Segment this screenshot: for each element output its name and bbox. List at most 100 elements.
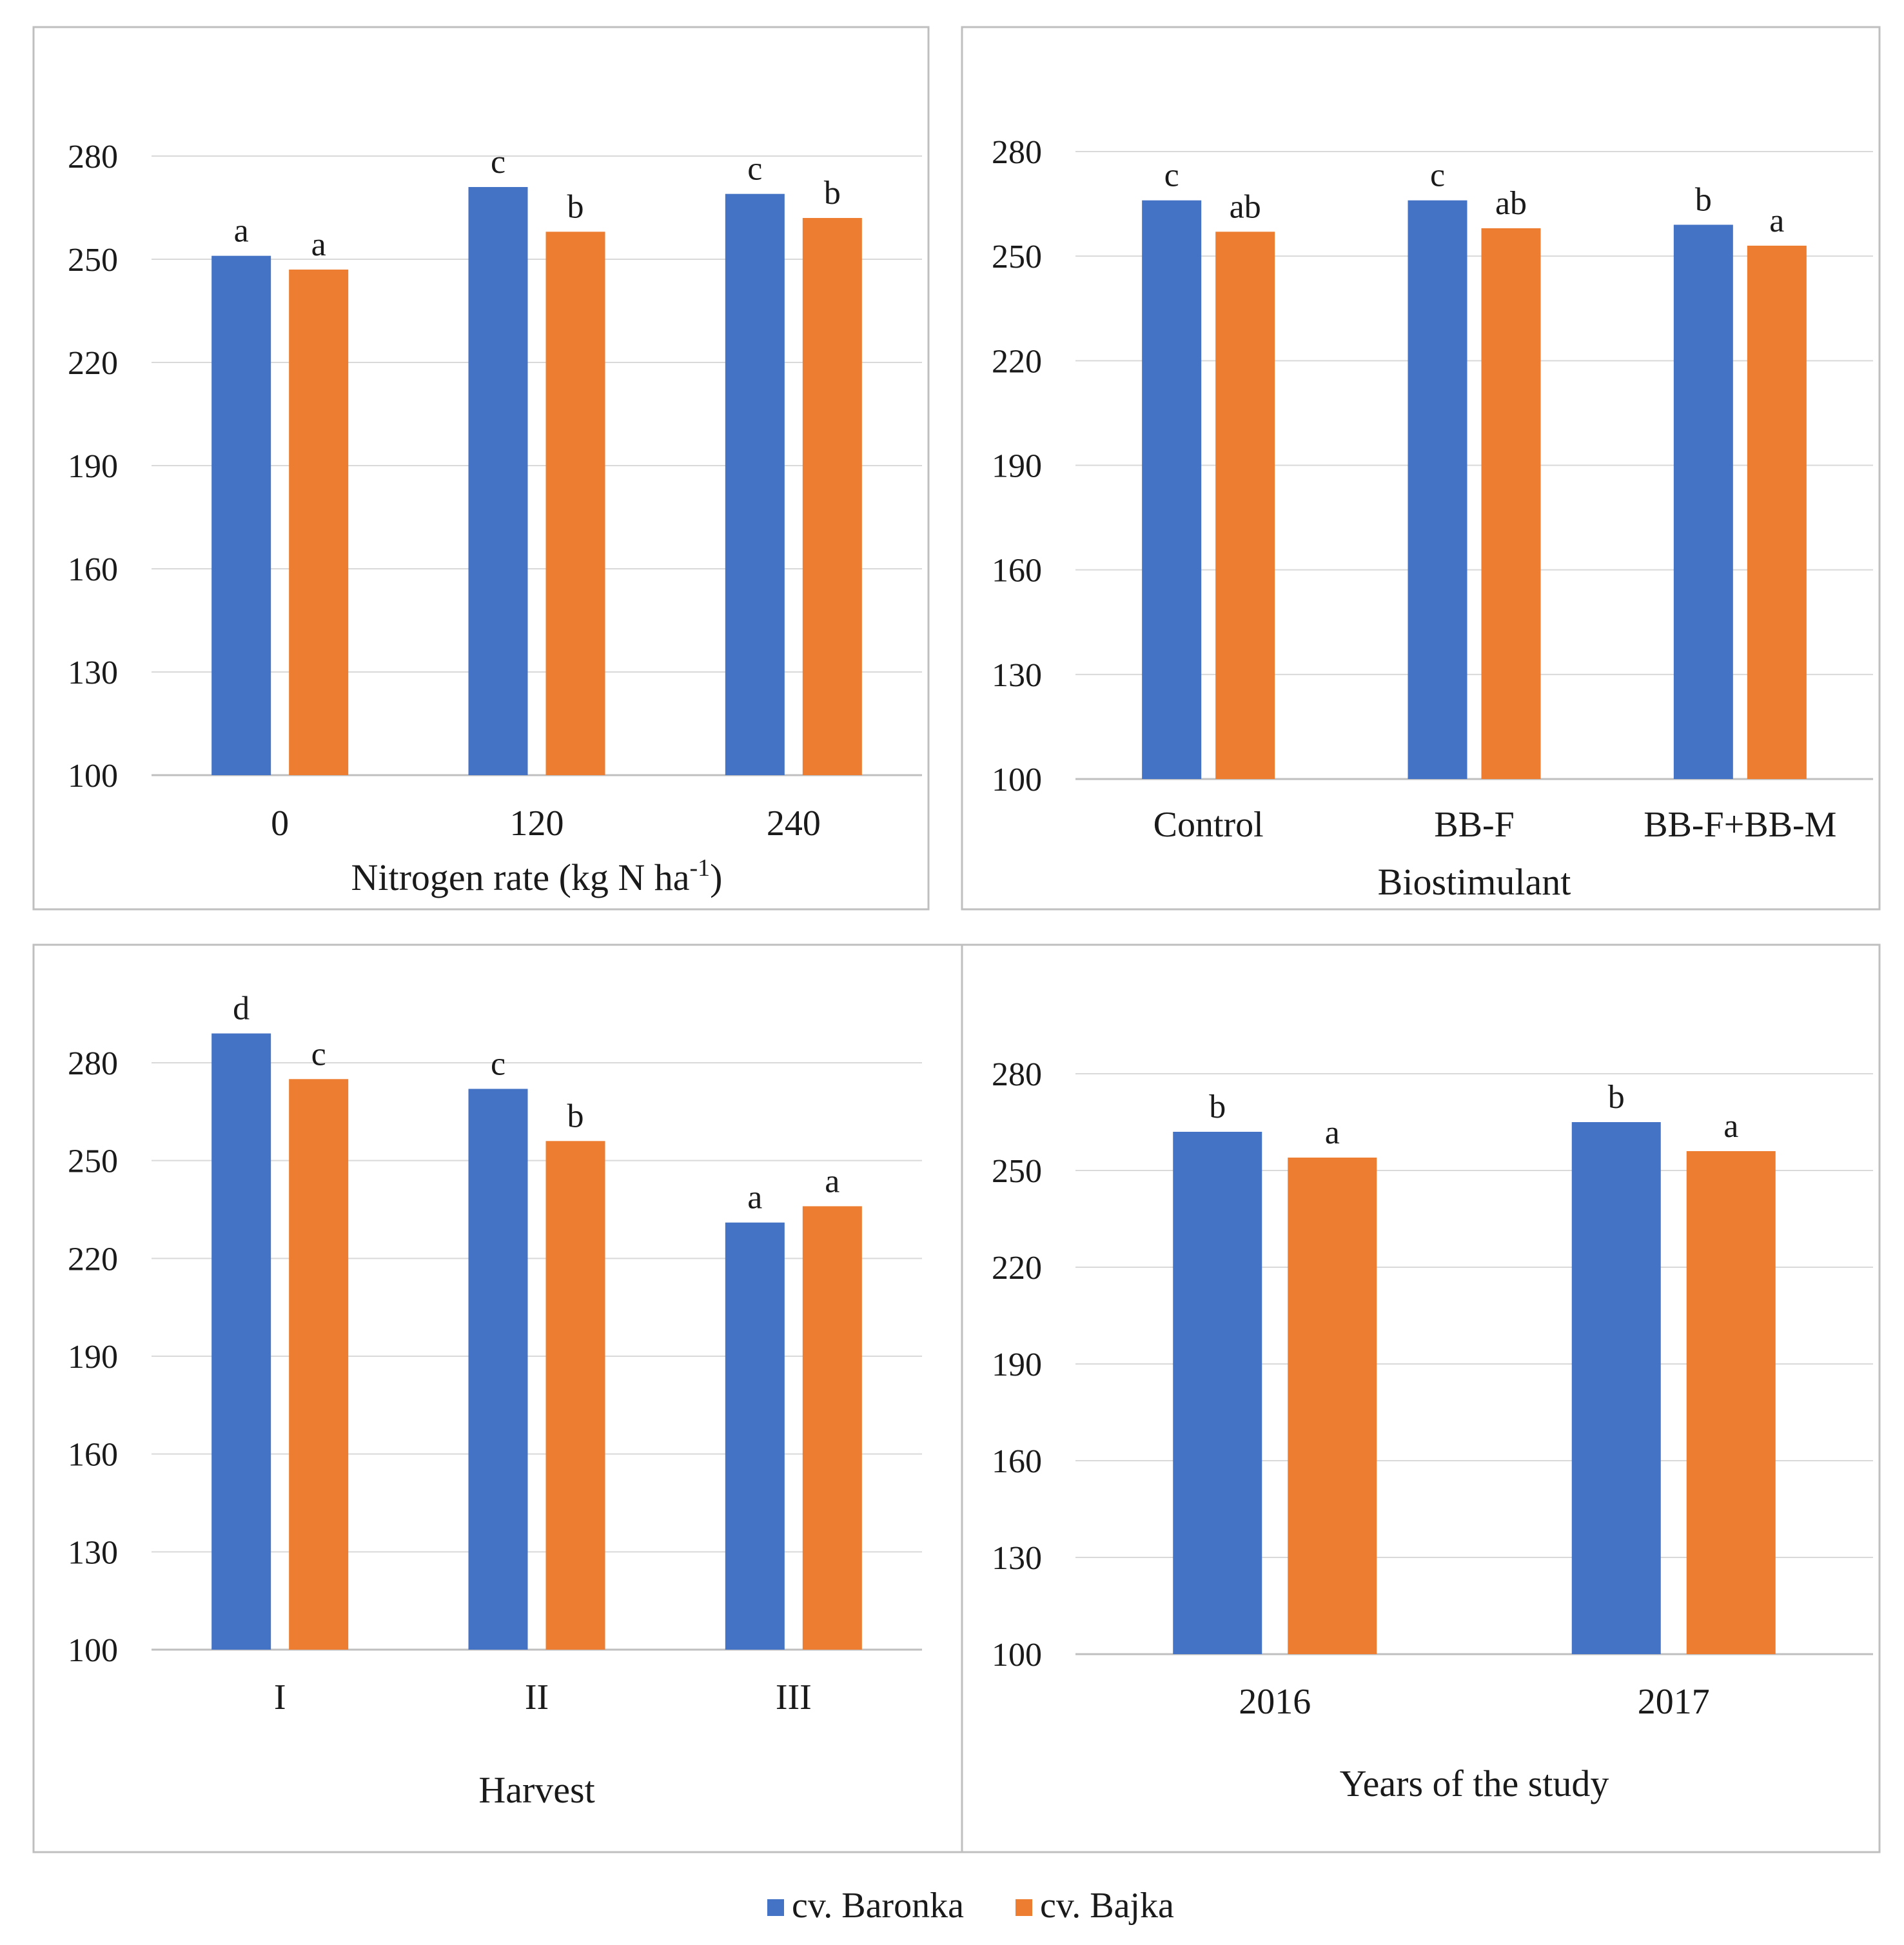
bar-baronka (468, 187, 528, 775)
legend-swatch-baronka (767, 1899, 784, 1916)
y-tick-label: 190 (992, 1347, 1042, 1383)
significance-label: c (1430, 157, 1445, 194)
category-label: Control (1153, 805, 1264, 845)
y-tick-label: 280 (992, 1056, 1042, 1093)
chart-panel-2: 100 130 160 190 220 250 280 c ab Control c ab BB-F b a… (961, 26, 1881, 911)
significance-label: a (1769, 202, 1784, 239)
bar-baronka (1571, 1122, 1661, 1654)
panel-frame (961, 943, 1881, 1853)
significance-label: c (747, 151, 762, 188)
y-tick-label: 280 (68, 139, 118, 175)
bar-baronka (211, 255, 271, 776)
y-tick-label: 220 (68, 345, 118, 382)
y-tick-label: 130 (992, 657, 1042, 694)
y-tick-label: 100 (992, 762, 1042, 798)
category-label: 120 (510, 804, 564, 844)
y-tick-label: 280 (992, 134, 1042, 171)
category-label: 2017 (1638, 1682, 1710, 1722)
panel-frame (961, 26, 1881, 911)
significance-label: ab (1495, 185, 1527, 222)
y-tick-label: 160 (68, 1437, 118, 1474)
y-tick-label: 160 (992, 1443, 1042, 1480)
y-tick-label: 250 (68, 1143, 118, 1180)
x-axis-title: Nitrogen rate (kg N ha-1) (351, 854, 722, 898)
x-axis-title: Years of the study (1340, 1762, 1609, 1804)
bar-baronka (1408, 200, 1467, 780)
chart-panel-3: 100 130 160 190 220 250 280 d c Ic b II a a III Harvest (32, 943, 963, 1853)
y-tick-label: 190 (992, 448, 1042, 485)
significance-label: a (311, 226, 326, 263)
y-tick-label: 250 (992, 239, 1042, 275)
significance-label: b (824, 175, 841, 212)
y-tick-label: 130 (992, 1540, 1042, 1577)
y-tick-label: 220 (992, 1250, 1042, 1287)
significance-label: c (491, 144, 505, 181)
y-tick-label: 130 (68, 1534, 118, 1571)
significance-label: a (1325, 1114, 1340, 1151)
y-tick-label: 220 (68, 1241, 118, 1278)
y-tick-label: 130 (68, 655, 118, 691)
category-label: II (525, 1677, 549, 1717)
bar-bajka (1747, 245, 1807, 779)
bar-bajka (802, 218, 862, 775)
y-tick-label: 250 (68, 242, 118, 279)
y-tick-label: 100 (68, 758, 118, 795)
bar-bajka (545, 232, 605, 775)
bar-baronka (1673, 224, 1733, 779)
y-tick-label: 220 (992, 343, 1042, 380)
category-label: 0 (271, 804, 289, 844)
legend-label-bajka: cv. Bajka (1040, 1886, 1174, 1926)
bar-bajka (802, 1206, 862, 1650)
significance-label: a (234, 213, 249, 250)
category-label: I (274, 1677, 286, 1717)
bar-bajka (545, 1141, 605, 1650)
significance-label: b (1695, 182, 1712, 219)
y-tick-label: 280 (68, 1045, 118, 1082)
significance-label: b (1209, 1089, 1226, 1125)
bar-baronka (1142, 200, 1202, 780)
significance-label: c (311, 1036, 326, 1072)
significance-label: ab (1230, 188, 1261, 225)
category-label: BB-F (1434, 805, 1515, 845)
bar-bajka (289, 270, 349, 775)
legend-label-baronka: cv. Baronka (792, 1886, 964, 1926)
bar-baronka (725, 1222, 785, 1650)
legend: cv. Baronka cv. Bajka (767, 1886, 1174, 1926)
y-tick-label: 100 (68, 1632, 118, 1669)
significance-label: a (1723, 1108, 1738, 1145)
bar-baronka (1173, 1132, 1262, 1654)
legend-swatch-bajka (1016, 1899, 1032, 1916)
category-label: 240 (767, 804, 821, 844)
panel-frame (32, 26, 930, 911)
significance-label: b (567, 1098, 584, 1134)
significance-label: a (747, 1180, 762, 1216)
significance-label: c (491, 1045, 505, 1082)
x-axis-title: Biostimulant (1378, 861, 1571, 903)
y-tick-label: 190 (68, 1339, 118, 1376)
chart-panel-4: 100 130 160 190 220 250 280 b a 2016 b a 2017 Years o… (961, 943, 1881, 1853)
category-label: 2016 (1239, 1682, 1311, 1722)
significance-label: c (1164, 157, 1179, 194)
y-tick-label: 160 (992, 553, 1042, 589)
bar-baronka (468, 1089, 528, 1650)
bar-bajka (1288, 1158, 1377, 1654)
category-label: III (776, 1677, 812, 1717)
bar-bajka (289, 1079, 349, 1650)
chart-panel-1: 100 130 160 190 220 250 280 a a 0 c b 120 c b 240 Nitrog… (32, 26, 930, 911)
category-label: BB-F+BB-M (1644, 805, 1836, 845)
y-tick-label: 190 (68, 448, 118, 485)
x-axis-title: Harvest (478, 1769, 594, 1811)
y-tick-label: 160 (68, 551, 118, 588)
significance-label: a (825, 1163, 839, 1200)
bar-baronka (725, 193, 785, 776)
y-tick-label: 250 (992, 1153, 1042, 1190)
significance-label: d (233, 991, 250, 1027)
significance-label: b (1608, 1079, 1625, 1116)
significance-label: b (567, 188, 584, 225)
bar-bajka (1215, 232, 1275, 780)
y-tick-label: 100 (992, 1637, 1042, 1673)
bar-bajka (1686, 1151, 1776, 1654)
bar-baronka (211, 1033, 271, 1650)
bar-bajka (1481, 228, 1541, 779)
